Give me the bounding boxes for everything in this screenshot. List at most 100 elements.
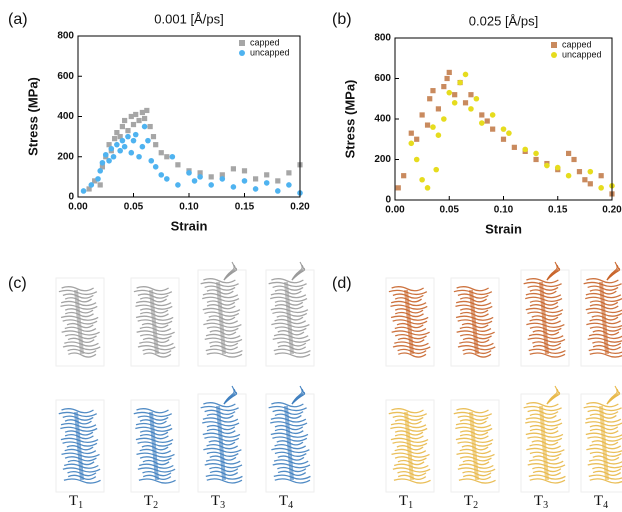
strand — [589, 478, 622, 484]
strand — [274, 352, 311, 358]
strand — [393, 478, 431, 484]
point — [286, 182, 292, 188]
point — [264, 172, 270, 178]
point — [197, 170, 203, 176]
x-axis-label: Strain — [485, 221, 522, 236]
point — [130, 121, 137, 128]
point — [275, 178, 281, 184]
point — [108, 145, 115, 152]
point — [419, 176, 425, 183]
point — [446, 89, 453, 96]
point — [136, 153, 142, 160]
point — [99, 164, 106, 170]
x-tick-label: 0.15 — [548, 205, 568, 216]
strand — [274, 478, 311, 484]
point — [522, 146, 528, 153]
structure-label-base: T — [464, 493, 473, 509]
strand — [206, 352, 243, 358]
point — [462, 100, 469, 106]
point — [275, 188, 281, 194]
point — [433, 166, 440, 173]
point — [95, 176, 101, 182]
point — [139, 143, 146, 150]
legend-label: uncapped — [562, 49, 602, 59]
structure-label-base: T — [594, 493, 603, 509]
point — [110, 153, 117, 160]
strand — [526, 402, 559, 408]
structure-label: T3 — [211, 493, 225, 511]
point — [395, 185, 401, 191]
y-tick-label: 0 — [385, 195, 391, 206]
structure-label: T4 — [594, 493, 608, 511]
point — [533, 156, 539, 163]
structure-frame — [450, 399, 500, 493]
point — [99, 159, 106, 166]
point — [582, 177, 588, 183]
structure-frame — [580, 393, 622, 493]
point — [286, 170, 292, 176]
y-tick-label: 800 — [57, 31, 74, 42]
point — [598, 173, 604, 179]
point — [197, 174, 203, 180]
point — [145, 137, 151, 144]
point — [112, 136, 118, 142]
strand — [216, 405, 226, 481]
point — [489, 112, 496, 118]
structure-label-sub: 2 — [153, 500, 158, 511]
structure-label: T1 — [69, 493, 83, 511]
point — [125, 133, 131, 140]
y-tick-label: 0 — [68, 192, 74, 203]
structure-label-sub: 4 — [288, 500, 293, 511]
point — [219, 176, 226, 182]
point — [119, 123, 125, 130]
point — [150, 134, 157, 140]
legend-label: capped — [562, 39, 592, 49]
point — [468, 92, 474, 98]
structure-frame — [520, 393, 570, 493]
structure-label: T1 — [399, 493, 413, 511]
structure-frame — [450, 277, 500, 367]
strand — [599, 281, 609, 355]
x-tick-label: 0.05 — [440, 205, 460, 216]
point — [241, 178, 248, 184]
loop — [291, 267, 306, 281]
strand — [463, 352, 492, 358]
structure-label: T2 — [464, 493, 478, 511]
y-tick-label: 600 — [57, 71, 74, 82]
point — [128, 113, 134, 120]
point — [253, 176, 259, 182]
x-tick-label: 0.10 — [494, 205, 514, 216]
y-tick-label: 400 — [374, 114, 391, 125]
strand — [206, 478, 243, 484]
x-axis-label: Strain — [171, 218, 208, 233]
point — [457, 79, 463, 86]
strand — [138, 478, 176, 484]
point — [97, 168, 103, 174]
point — [153, 142, 159, 148]
point — [408, 130, 414, 136]
strand — [203, 278, 236, 284]
strand — [586, 278, 619, 284]
x-tick-label: 0.20 — [602, 205, 622, 216]
panel-label: (d) — [332, 275, 352, 292]
point — [446, 69, 452, 76]
structure-label-base: T — [144, 493, 153, 509]
point — [435, 132, 442, 138]
structure-label-sub: 1 — [408, 500, 413, 511]
point — [114, 130, 120, 136]
point — [427, 96, 433, 102]
strand — [469, 411, 479, 481]
point — [444, 75, 450, 82]
strand — [398, 352, 427, 358]
point — [175, 162, 181, 168]
point — [479, 112, 485, 118]
strand — [68, 352, 97, 358]
point — [106, 142, 112, 148]
strand — [458, 478, 496, 484]
structure-frame — [385, 399, 435, 493]
point — [441, 116, 447, 122]
point — [484, 118, 490, 124]
point — [186, 170, 192, 176]
strand — [456, 408, 489, 414]
